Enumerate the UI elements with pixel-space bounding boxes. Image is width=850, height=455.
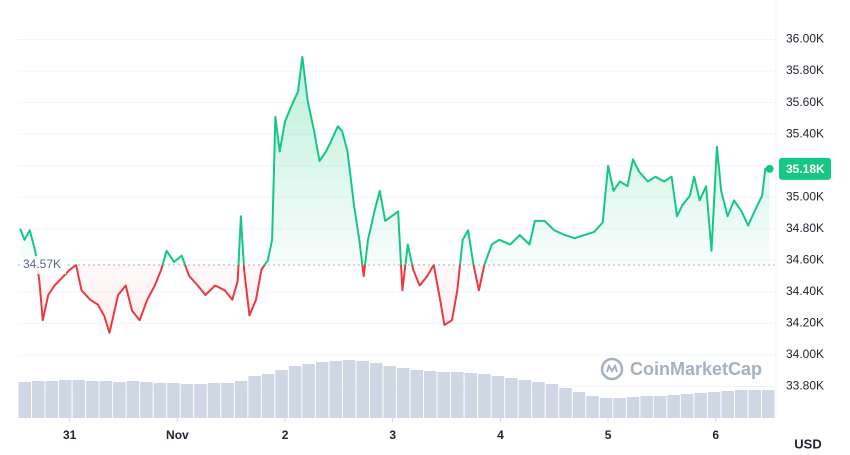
volume-bar bbox=[383, 366, 396, 418]
volume-bar bbox=[18, 382, 32, 418]
volume-bar bbox=[694, 393, 707, 418]
y-tick-label: 34.80K bbox=[786, 221, 824, 235]
volume-bar bbox=[505, 378, 518, 418]
volume-bar bbox=[275, 370, 288, 418]
volume-bar bbox=[59, 380, 72, 418]
volume-bar bbox=[207, 383, 221, 418]
volume-bar bbox=[72, 380, 86, 418]
volume-bar bbox=[288, 366, 302, 418]
volume-bar bbox=[234, 381, 248, 418]
volume-bar bbox=[667, 395, 680, 418]
logo-mark bbox=[606, 363, 618, 373]
last-point bbox=[765, 164, 774, 173]
price-tag bbox=[779, 157, 831, 180]
volume-bar bbox=[518, 380, 532, 418]
x-tick-label: 31 bbox=[63, 428, 77, 442]
x-tick-label: 3 bbox=[389, 428, 396, 442]
y-tick-label: 33.80K bbox=[786, 379, 824, 393]
price-area bbox=[20, 56, 770, 333]
price-line bbox=[19, 55, 770, 334]
volume-bar bbox=[721, 391, 734, 418]
volume-bar bbox=[32, 381, 45, 418]
volume-bar bbox=[545, 384, 559, 418]
volume-bar bbox=[194, 384, 207, 418]
volume-bar bbox=[397, 368, 410, 418]
volume-bar bbox=[126, 381, 140, 418]
volume-bar bbox=[153, 383, 167, 418]
y-tick-label: 35.60K bbox=[786, 95, 824, 109]
y-tick-label: 36.00K bbox=[786, 32, 824, 46]
volume-bar bbox=[613, 398, 626, 418]
y-tick-label: 34.20K bbox=[786, 316, 824, 330]
volume-bar bbox=[329, 361, 342, 418]
volume-bar bbox=[167, 383, 180, 418]
price-tag-label: 35.18K bbox=[786, 162, 825, 176]
volume-bar bbox=[748, 390, 761, 418]
watermark: CoinMarketCap bbox=[630, 359, 762, 379]
volume-bar bbox=[342, 360, 356, 418]
y-tick-label: 35.40K bbox=[786, 126, 824, 140]
baseline-label-bg bbox=[20, 256, 66, 275]
x-tick-label: 6 bbox=[712, 428, 719, 442]
volume-bar bbox=[248, 376, 261, 418]
x-tick-label: 5 bbox=[605, 428, 612, 442]
baseline-label: 34.57K bbox=[23, 257, 61, 271]
volume-bar bbox=[599, 398, 613, 418]
x-tick-label: 2 bbox=[282, 428, 289, 442]
volume-bar bbox=[626, 397, 640, 418]
y-tick-label: 34.00K bbox=[786, 347, 824, 361]
volume-bar bbox=[369, 363, 383, 418]
currency: USD bbox=[794, 436, 821, 451]
volume-bar bbox=[451, 372, 464, 418]
volume-bar bbox=[586, 396, 599, 418]
volume-bar bbox=[761, 390, 775, 418]
volume-bar bbox=[86, 381, 99, 418]
y-tick-label: 35.00K bbox=[786, 189, 824, 203]
volume-bar bbox=[653, 396, 667, 418]
volume-bar bbox=[356, 361, 369, 418]
y-tick-label: 35.80K bbox=[786, 63, 824, 77]
volume-bar bbox=[734, 390, 748, 418]
x-tick-label: 4 bbox=[497, 428, 504, 442]
volume-bar bbox=[261, 374, 275, 418]
volume-bar bbox=[424, 371, 437, 418]
volume-bar bbox=[478, 374, 491, 418]
volume-bar bbox=[491, 376, 505, 418]
volume-bar bbox=[140, 382, 153, 418]
volume-bar bbox=[572, 392, 586, 418]
volume-bar bbox=[315, 362, 329, 418]
volume-bar bbox=[680, 394, 694, 418]
volume-bar bbox=[45, 381, 59, 418]
volume-bar bbox=[640, 396, 653, 418]
volume-bar bbox=[532, 382, 545, 418]
volume-bar bbox=[113, 382, 126, 418]
x-tick-label: Nov bbox=[166, 428, 189, 442]
volume-bar bbox=[437, 372, 451, 418]
volume-bar bbox=[221, 383, 234, 418]
volume-bar bbox=[180, 384, 194, 418]
volume-bar bbox=[99, 381, 113, 418]
volume-bar bbox=[464, 373, 478, 418]
volume-bar bbox=[707, 392, 721, 418]
logo bbox=[600, 357, 624, 381]
volume-bar bbox=[410, 370, 424, 418]
volume-bar bbox=[302, 364, 315, 418]
y-tick-label: 34.40K bbox=[786, 284, 824, 298]
y-tick-label: 34.60K bbox=[786, 252, 824, 266]
volume-bar bbox=[559, 388, 572, 418]
